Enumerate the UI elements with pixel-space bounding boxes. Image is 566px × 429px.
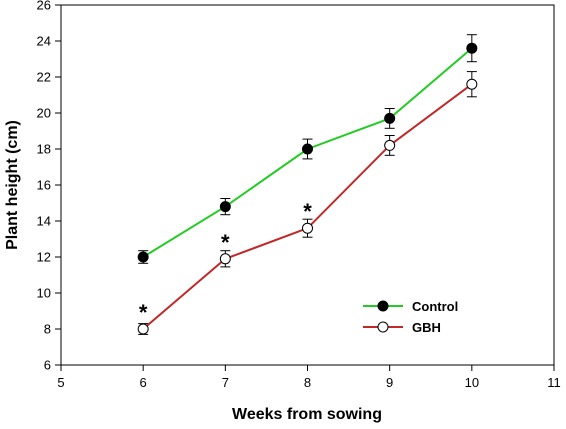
y-tick-label: 22 bbox=[37, 70, 51, 85]
y-tick-label: 16 bbox=[37, 178, 51, 193]
data-point-gbh bbox=[137, 323, 149, 335]
significance-asterisk: * bbox=[303, 199, 312, 224]
data-point-control bbox=[466, 42, 478, 54]
data-point-gbh bbox=[302, 222, 313, 234]
y-tick-label: 18 bbox=[37, 142, 51, 157]
y-tick-label: 24 bbox=[37, 34, 51, 49]
x-tick-label: 6 bbox=[140, 375, 147, 390]
x-tick-label: 9 bbox=[386, 375, 393, 390]
y-tick-label: 6 bbox=[44, 358, 51, 373]
significance-annotations: * * * bbox=[139, 199, 312, 325]
x-tick-label: 7 bbox=[222, 375, 229, 390]
x-tick-label: 11 bbox=[547, 375, 561, 390]
legend: Control GBH bbox=[363, 299, 458, 335]
plot-frame bbox=[60, 4, 555, 366]
y-tick-label: 20 bbox=[37, 106, 51, 121]
x-tick-label: 8 bbox=[304, 375, 311, 390]
x-axis-title: Weeks from sowing bbox=[232, 406, 382, 423]
data-point-gbh bbox=[384, 139, 396, 151]
legend-marker-gbh bbox=[377, 321, 389, 333]
y-tick-label: 8 bbox=[44, 322, 51, 337]
series-layer bbox=[137, 34, 478, 335]
data-point-control bbox=[302, 143, 313, 155]
data-point-control bbox=[137, 251, 149, 263]
legend-label-control: Control bbox=[412, 299, 458, 314]
y-tick-label: 26 bbox=[37, 0, 51, 13]
data-point-gbh bbox=[466, 78, 478, 90]
legend-label-gbh: GBH bbox=[412, 320, 441, 335]
significance-asterisk: * bbox=[221, 230, 230, 255]
y-tick-label: 10 bbox=[37, 286, 51, 301]
y-tick-label: 12 bbox=[37, 250, 51, 265]
legend-marker-control bbox=[377, 300, 389, 312]
data-point-gbh bbox=[219, 253, 231, 265]
data-point-control bbox=[384, 112, 396, 124]
y-tick-label: 14 bbox=[37, 214, 51, 229]
y-axis-title: Plant height (cm) bbox=[4, 120, 21, 250]
x-tick-label: 10 bbox=[465, 375, 479, 390]
x-axis: 5 6 7 8 9 10 11 bbox=[57, 365, 561, 390]
significance-asterisk: * bbox=[139, 300, 148, 325]
data-point-control bbox=[219, 201, 231, 213]
x-tick-label: 5 bbox=[57, 375, 64, 390]
y-axis: 6 8 10 12 14 16 18 20 22 24 26 bbox=[37, 0, 61, 373]
